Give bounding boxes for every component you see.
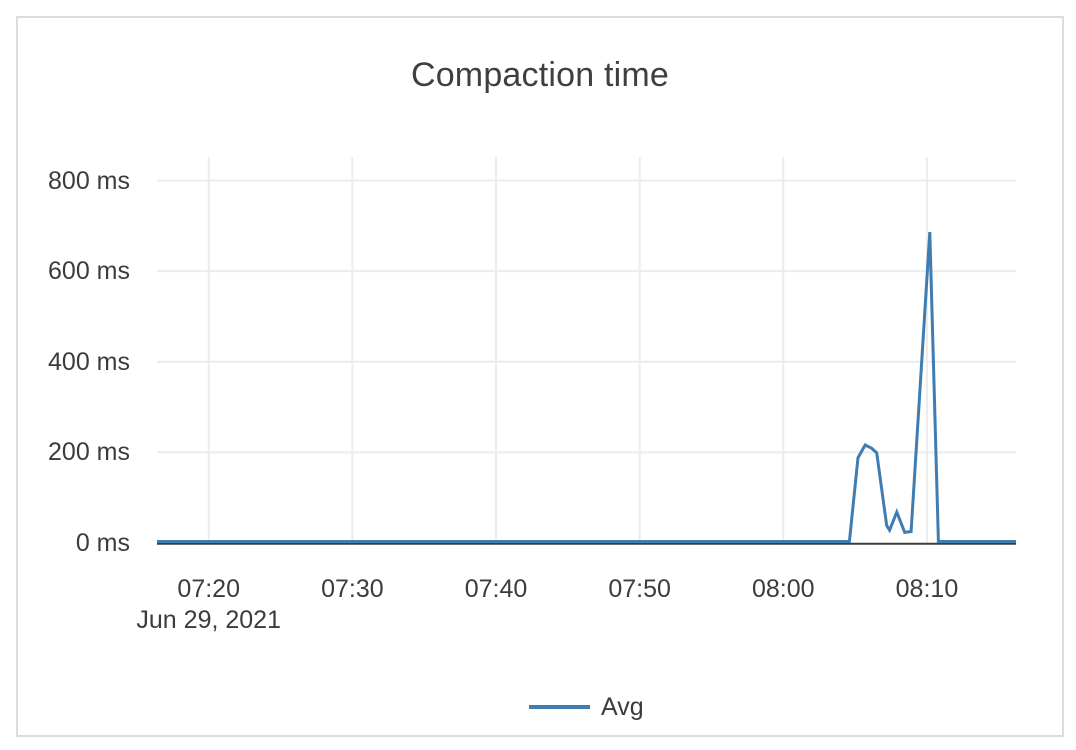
x-tick-label: 07:50 xyxy=(608,575,671,603)
x-tick-label: 07:30 xyxy=(321,575,384,603)
x-tick-label: 07:40 xyxy=(464,575,528,603)
y-tick-label: 800 ms xyxy=(48,166,130,195)
y-tick-label: 600 ms xyxy=(48,257,130,286)
series-line-avg[interactable] xyxy=(157,232,1016,543)
y-tick-label: 0 ms xyxy=(75,529,130,557)
y-tick-label: 200 ms xyxy=(48,438,130,467)
chart-card xyxy=(16,16,1064,737)
y-tick-label: 400 ms xyxy=(48,347,130,376)
x-tick-label: 08:10 xyxy=(895,575,959,603)
legend-label: Avg xyxy=(601,693,644,721)
legend-line-swatch xyxy=(529,705,590,709)
x-tick-label: 08:00 xyxy=(752,575,815,603)
x-axis-date-label: Jun 29, 2021 xyxy=(136,606,281,634)
x-tick-label: 07:20 xyxy=(177,575,240,603)
chart-title: Compaction time xyxy=(410,56,670,94)
legend-item-avg[interactable]: Avg xyxy=(529,692,644,722)
